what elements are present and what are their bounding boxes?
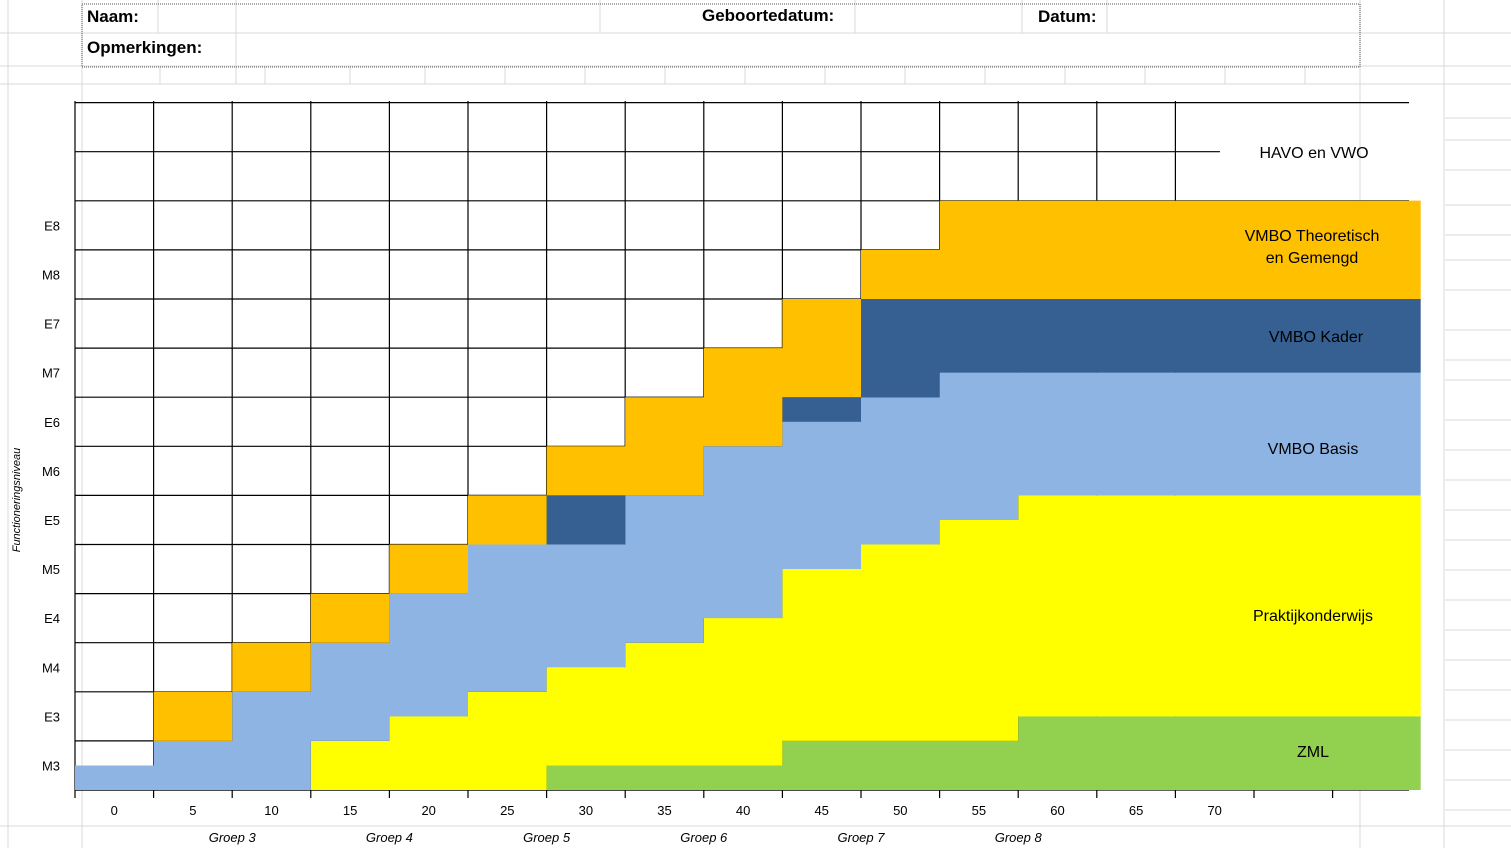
x-group-label: Groep 4: [366, 830, 413, 845]
x-tick-label: 50: [893, 803, 907, 818]
band-label: HAVO en VWO: [1259, 145, 1368, 162]
x-tick-label: 70: [1207, 803, 1221, 818]
band-label: VMBO Basis: [1268, 441, 1359, 458]
x-tick-label: 20: [421, 803, 435, 818]
x-tick-label: 15: [343, 803, 357, 818]
y-level-label: E7: [44, 317, 60, 332]
x-tick-label: 45: [814, 803, 828, 818]
x-tick-label: 5: [189, 803, 196, 818]
band-fill-vmbo-theoretisch: [75, 200, 1421, 766]
y-level-label: E5: [44, 513, 60, 528]
band-fill-zml: [75, 716, 1421, 790]
y-level-label: M6: [42, 464, 60, 479]
y-level-label: M7: [42, 366, 60, 381]
birthdate-label: Geboortedatum:: [702, 6, 835, 25]
x-tick-label: 40: [736, 803, 750, 818]
band-label-line: Praktijkonderwijs: [1253, 608, 1373, 625]
x-tick-label: 55: [972, 803, 986, 818]
x-tick-label: 25: [500, 803, 514, 818]
date-label: Datum:: [1038, 7, 1097, 26]
y-level-label: E6: [44, 415, 60, 430]
band-label: VMBO Kader: [1269, 329, 1364, 346]
y-level-label: M5: [42, 562, 60, 577]
band-fill-praktijkonderwijs: [75, 495, 1421, 790]
x-tick-label: 10: [264, 803, 278, 818]
remarks-label: Opmerkingen:: [87, 38, 203, 57]
x-tick-label: 35: [657, 803, 671, 818]
x-group-label: Groep 6: [680, 830, 728, 845]
band-fill-vmbo-kader: [75, 299, 1421, 766]
y-level-label: E3: [44, 709, 60, 724]
x-group-label: Groep 3: [209, 830, 257, 845]
x-tick-label: 0: [111, 803, 118, 818]
y-level-label: E8: [44, 218, 60, 233]
x-group-label: Groep 5: [523, 830, 571, 845]
y-level-label: M3: [42, 758, 60, 773]
y-level-label: M8: [42, 267, 60, 282]
band-label-line: VMBO Kader: [1269, 329, 1364, 346]
y-level-label: M4: [42, 660, 60, 675]
name-label: Naam:: [87, 7, 139, 26]
y-level-label: E4: [44, 611, 60, 626]
x-tick-label: 60: [1050, 803, 1064, 818]
band-label-line: ZML: [1297, 744, 1329, 761]
y-axis-title: Functioneringsniveau: [11, 448, 23, 553]
band-label: Praktijkonderwijs: [1253, 608, 1373, 625]
band-label-line: HAVO en VWO: [1259, 145, 1368, 162]
x-tick-label: 65: [1129, 803, 1143, 818]
band-label-line: VMBO Basis: [1268, 441, 1359, 458]
band-label: ZML: [1297, 744, 1329, 761]
print-area-border: [81, 3, 1361, 68]
band-label: VMBO Theoretisch en Gemengd: [1245, 228, 1380, 267]
x-group-label: Groep 8: [995, 830, 1043, 845]
x-group-label: Groep 7: [838, 830, 886, 845]
band-fill-vmbo-basis: [75, 372, 1421, 790]
band-label-line: en Gemengd: [1266, 250, 1359, 267]
x-tick-label: 30: [579, 803, 593, 818]
band-label-line: VMBO Theoretisch: [1245, 228, 1380, 245]
